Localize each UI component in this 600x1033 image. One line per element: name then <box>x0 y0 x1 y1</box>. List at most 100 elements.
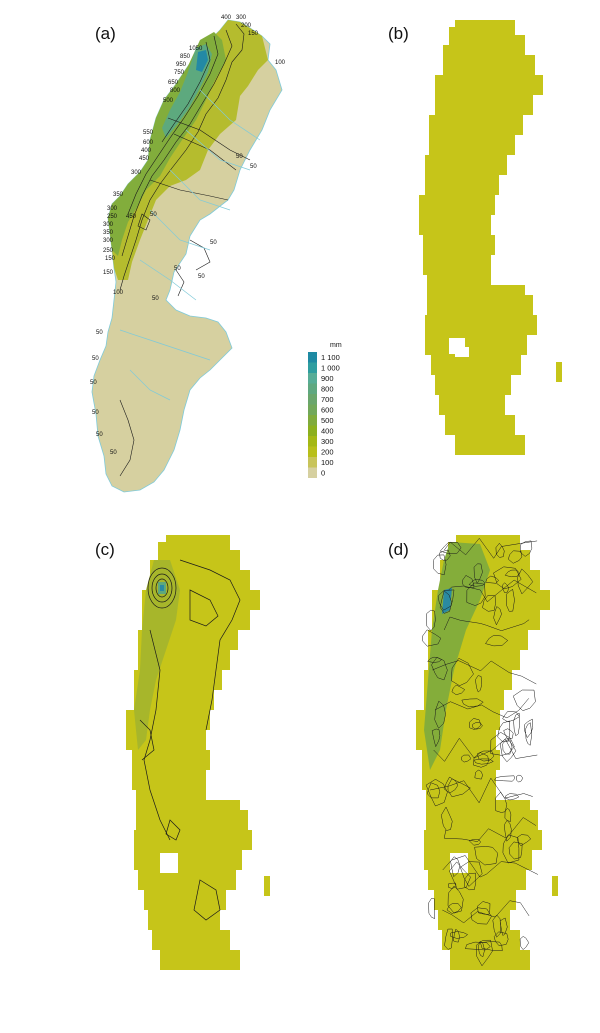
contour-line <box>504 569 520 578</box>
svg-text:150: 150 <box>105 256 116 262</box>
panel-label-c: (c) <box>95 540 115 559</box>
legend-swatch <box>308 362 317 373</box>
contour-line <box>474 846 498 866</box>
map-panel-d-islands <box>552 876 558 896</box>
contour-line <box>450 931 469 939</box>
contour-line <box>517 834 532 847</box>
contour-line <box>434 698 529 719</box>
svg-text:300: 300 <box>107 206 118 212</box>
contour-line <box>468 579 486 587</box>
legend-label: 700 <box>321 395 334 404</box>
contour-line <box>477 901 491 915</box>
contour-line <box>477 940 485 958</box>
island-gotland-b <box>556 362 562 382</box>
contour-line <box>447 778 471 798</box>
legend-swatch <box>308 415 317 426</box>
legend-label: 100 <box>321 458 334 467</box>
svg-text:400: 400 <box>221 15 232 21</box>
contours-c <box>139 559 241 921</box>
svg-text:50: 50 <box>174 266 181 272</box>
svg-text:550: 550 <box>143 130 154 136</box>
contour-line <box>442 855 539 878</box>
contour-line <box>499 917 508 936</box>
legend-label: 300 <box>321 437 334 446</box>
legend-label: 400 <box>321 427 334 436</box>
mountain-zone-c <box>134 560 180 750</box>
contour-line <box>462 575 475 588</box>
contour-labels-a: 400 300 200 150 1050 850 950 750 100 650… <box>90 15 286 456</box>
contour-line <box>427 782 441 799</box>
contour-line <box>441 806 453 831</box>
svg-text:100: 100 <box>275 60 286 66</box>
contour-line <box>519 540 533 557</box>
legend-swatch <box>308 446 317 457</box>
legend-label: 500 <box>321 416 334 425</box>
contours-a <box>119 23 251 477</box>
contour-line <box>482 595 496 612</box>
contour-line <box>443 817 537 842</box>
contour-line <box>504 808 512 822</box>
contour-line <box>503 728 514 739</box>
legend-label: 1 000 <box>321 364 340 373</box>
contour-line <box>502 834 520 864</box>
svg-text:800: 800 <box>170 88 181 94</box>
svg-text:150: 150 <box>248 31 259 37</box>
contour-line <box>493 931 509 946</box>
contour-line <box>425 779 448 807</box>
svg-text:150: 150 <box>103 270 114 276</box>
svg-text:750: 750 <box>174 70 185 76</box>
contour-line <box>448 579 537 603</box>
svg-text:1050: 1050 <box>189 46 203 52</box>
svg-text:400: 400 <box>141 148 152 154</box>
svg-text:250: 250 <box>107 214 118 220</box>
map-panel-b <box>419 20 543 455</box>
contour-line <box>449 861 471 890</box>
legend-swatch <box>308 394 317 405</box>
contour-line <box>460 754 472 763</box>
contour-line <box>508 550 523 564</box>
contour-line <box>450 657 474 686</box>
island-gotland-c <box>264 876 270 896</box>
mountain-peak-a <box>196 50 208 72</box>
contour-line <box>431 728 441 748</box>
contour-line <box>450 856 461 878</box>
lake-hole-c <box>160 853 178 873</box>
svg-text:50: 50 <box>96 330 103 336</box>
contour-line <box>448 882 457 889</box>
contour-line <box>461 698 484 708</box>
contour-line <box>473 758 494 765</box>
contour-line <box>447 885 464 914</box>
svg-text:300: 300 <box>131 170 142 176</box>
contour-line <box>459 861 483 887</box>
rivers-a <box>119 89 261 401</box>
svg-text:250: 250 <box>103 248 114 254</box>
svg-text:50: 50 <box>90 380 97 386</box>
contour-line <box>513 712 520 737</box>
svg-text:50: 50 <box>210 240 217 246</box>
svg-text:50: 50 <box>92 410 99 416</box>
svg-text:500: 500 <box>163 98 174 104</box>
legend-label: 800 <box>321 385 334 394</box>
legend-label: 600 <box>321 406 334 415</box>
mountain-zone-a <box>108 20 268 280</box>
contour-line <box>525 722 533 746</box>
legend-label: 200 <box>321 448 334 457</box>
panel-label-d: (d) <box>388 540 409 559</box>
contour-line <box>505 793 520 801</box>
panel-label-a: (a) <box>95 24 116 43</box>
svg-text:300: 300 <box>103 222 114 228</box>
legend-swatch <box>308 457 317 468</box>
contour-line <box>517 568 534 595</box>
contour-line <box>465 941 491 951</box>
mountain-zone-d <box>424 542 490 770</box>
contour-line <box>430 777 533 804</box>
contour-line <box>473 752 489 768</box>
map-panel-a: 400 300 200 150 1050 850 950 750 100 650… <box>90 15 286 493</box>
island-b-small <box>427 315 431 319</box>
contour-line <box>446 903 462 914</box>
legend-label: 900 <box>321 374 334 383</box>
legend-swatch <box>308 436 317 447</box>
contour-line <box>505 588 515 612</box>
contour-line <box>433 554 447 576</box>
